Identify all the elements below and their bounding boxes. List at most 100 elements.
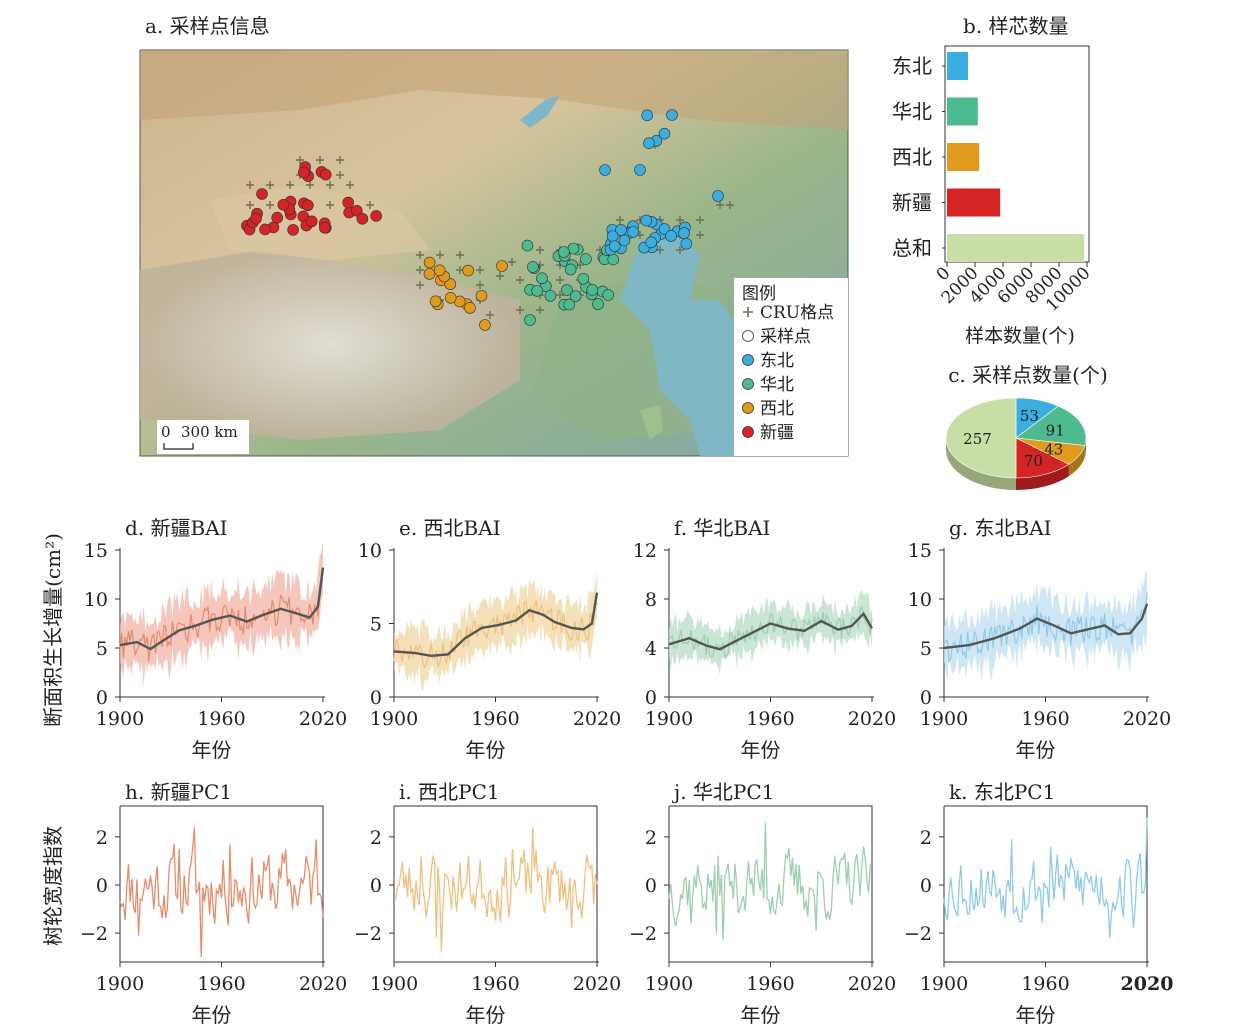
panel-title: f. 华北BAI [674, 516, 770, 540]
sampling-site-marker [287, 224, 299, 236]
cru-grid-point [326, 181, 334, 189]
sampling-site-marker [319, 168, 332, 181]
x-axis-label: 年份 [741, 738, 781, 762]
y-tick-label: 8 [645, 589, 657, 611]
sampling-site-marker [563, 298, 576, 311]
bai-range-band [120, 543, 323, 688]
y-tick-label: 0 [96, 875, 108, 897]
x-tick-label: 1900 [370, 973, 418, 995]
pc1-series-line [119, 827, 324, 958]
pie-slice [1015, 437, 1070, 479]
map-taiwan [640, 405, 663, 440]
cru-grid-point [516, 306, 524, 314]
bai-range-band [669, 589, 872, 675]
panel-title: g. 东北BAI [949, 516, 1052, 540]
bar-category-label: 华北 [892, 100, 932, 124]
x-tick-label: 1900 [96, 973, 144, 995]
y-tick-label: −2 [80, 923, 108, 945]
sampling-site-marker [569, 290, 582, 302]
map-legend-title: 图例 [742, 284, 776, 304]
axis-frame [944, 805, 1148, 962]
scale-bar-zero: 0 [161, 423, 171, 441]
panel-title: i. 西北PC1 [399, 780, 500, 804]
pie-chart-title: c. 采样点数量(个) [948, 363, 1108, 387]
x-tick-label: 2020 [1121, 973, 1174, 995]
cru-grid-point [296, 156, 304, 164]
panel-bai-0: d. 新疆BAI 0 5 10 15 1900 1960 2020 年份 [84, 516, 347, 762]
cru-grid-point [266, 181, 274, 189]
cru-grid-point [336, 156, 344, 164]
x-tick-label: 1900 [370, 708, 418, 730]
sampling-site-marker [645, 236, 657, 249]
sampling-site-marker [666, 109, 678, 121]
cru-grid-point [346, 181, 354, 189]
y-tick-label: 2 [920, 827, 932, 849]
cru-grid-point [556, 276, 564, 284]
sampling-site-marker [599, 164, 611, 176]
panel-pc1-0: h. 新疆PC1 −2 0 2 1900 1960 2020 年份 [80, 780, 347, 1027]
sampling-sites [241, 109, 724, 331]
cru-grid-point [716, 201, 724, 209]
sampling-site-marker [627, 226, 639, 238]
x-tick-label: 1960 [1021, 708, 1069, 730]
cru-grid-point [676, 246, 684, 254]
map-lake-baikal [520, 95, 560, 128]
bar-category-label: 西北 [892, 145, 932, 169]
sampling-site-marker [302, 199, 314, 212]
cru-grid-point [436, 251, 444, 259]
panel-bai-2: f. 华北BAI 0 4 8 12 1900 1960 2020 年份 [633, 516, 896, 762]
cru-grid-point [246, 201, 254, 209]
x-tick-label: 1960 [197, 973, 245, 995]
sampling-site-marker [429, 295, 442, 308]
sampling-site-marker [259, 223, 271, 236]
sampling-site-marker [479, 319, 491, 331]
y-tick-label: 0 [96, 687, 108, 709]
cru-grid-point [508, 258, 516, 266]
bai-mean-line [119, 567, 325, 651]
panel-title: h. 新疆PC1 [125, 780, 232, 804]
x-tick-label: 1900 [645, 708, 693, 730]
panel-bai-3: g. 东北BAI 0 5 10 15 1900 1960 2020 年份 [908, 516, 1171, 762]
panel-pc1-3: k. 东北PC1 −2 0 2 1900 1960 2020 年份 [904, 780, 1173, 1027]
legend-label: 东北 [760, 351, 794, 371]
cru-grid-point [416, 251, 424, 259]
scale-bar-label: 300 km [181, 423, 238, 441]
sampling-site-marker [608, 240, 621, 252]
pie-slice-label: 53 [1020, 407, 1039, 425]
pie-slice [1015, 405, 1087, 446]
bar-chart-xlabel: 样本数量(个) [965, 325, 1075, 347]
sampling-site-marker [475, 289, 488, 302]
axis-frame [394, 805, 598, 962]
sampling-site-marker [712, 190, 724, 202]
y-tick-label: 0 [645, 875, 657, 897]
open-circle-icon [742, 330, 754, 342]
sampling-site-marker [618, 234, 631, 247]
panel-title: d. 新疆BAI [125, 516, 228, 540]
plus-icon [743, 307, 753, 317]
sampling-site-marker [564, 263, 577, 276]
bar [947, 52, 968, 80]
cru-grid-point [696, 216, 704, 224]
sampling-site-marker [536, 272, 548, 285]
sampling-site-marker [531, 285, 543, 297]
cru-grid-point [676, 216, 684, 224]
bar [947, 234, 1085, 262]
x-axis-label: 年份 [466, 1003, 506, 1027]
sampling-site-marker [577, 272, 590, 285]
x-axis-label: 年份 [1016, 1003, 1056, 1027]
sampling-site-marker [658, 127, 671, 140]
cru-grid-point [516, 276, 524, 284]
cru-grid-point [496, 272, 504, 280]
cru-grid-point [416, 281, 424, 289]
map-legend-box [734, 278, 848, 456]
sampling-site-marker [643, 137, 655, 149]
x-tick-label: 2020 [573, 973, 621, 995]
axis-line [943, 806, 1149, 963]
pc1-ylabel: 树轮宽度指数 [41, 826, 65, 946]
sampling-site-marker [641, 109, 653, 122]
y-tick-label: 10 [84, 589, 108, 611]
sampling-site-marker [606, 230, 619, 243]
legend-label: CRU格点 [760, 303, 834, 323]
